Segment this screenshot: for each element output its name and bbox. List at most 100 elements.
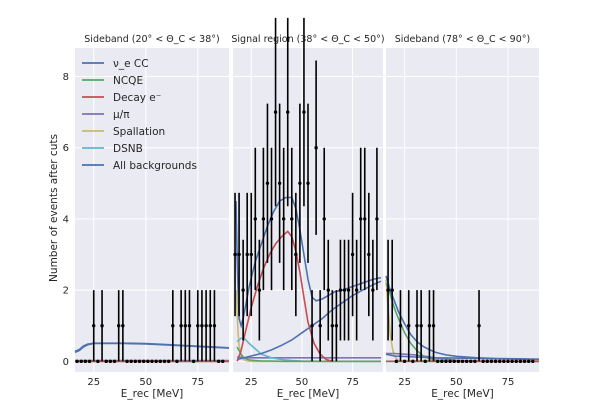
data-point — [196, 324, 200, 328]
data-point — [237, 252, 241, 257]
data-point — [363, 217, 367, 221]
legend-label-nue_cc: ν_e CC — [113, 58, 149, 70]
data-point — [394, 359, 399, 364]
x-axis-label: E_rec [MeV] — [121, 388, 183, 400]
y-tick-label: 0 — [63, 357, 69, 368]
series-nue_cc — [236, 280, 382, 361]
data-point — [75, 359, 79, 364]
data-point — [233, 252, 237, 257]
data-point — [326, 288, 330, 292]
data-point — [477, 324, 481, 328]
data-point — [493, 359, 498, 364]
series-mu_pi — [237, 356, 381, 359]
data-point — [531, 359, 535, 364]
data-point — [415, 324, 419, 328]
data-point — [506, 359, 510, 364]
data-point — [121, 324, 125, 328]
series-all_bkg — [74, 342, 230, 353]
data-point — [273, 110, 278, 114]
data-point — [79, 359, 83, 364]
data-point — [346, 288, 351, 292]
data-point — [249, 252, 253, 257]
data-point — [92, 324, 96, 328]
x-tick-label: 75 — [191, 377, 204, 388]
series-ncqe — [236, 346, 381, 363]
data-point — [162, 359, 167, 364]
data-point — [117, 324, 121, 328]
y-tick-label: 4 — [63, 214, 69, 225]
data-point — [212, 324, 217, 328]
x-tick-label: 50 — [450, 377, 463, 388]
legend-label-mu_pi: μ/π — [113, 109, 130, 121]
data-point — [371, 288, 375, 292]
data-point — [481, 359, 485, 364]
data-point — [150, 359, 154, 364]
panel-title: Signal region (38° < Θ_C < 50°) — [231, 34, 384, 45]
data-point — [290, 217, 294, 221]
data-point — [473, 359, 477, 364]
x-tick-label: 50 — [139, 377, 152, 388]
y-tick-label: 6 — [63, 143, 69, 154]
data-point — [257, 288, 262, 292]
data-point — [277, 181, 282, 185]
data-point — [498, 359, 502, 364]
data-point — [367, 252, 371, 257]
panels-layer: 25 50 75 0 2 4 6 8 Sideband (20° < Θ_C < 38°) E_r… — [63, 17, 540, 400]
x-tick-label: 25 — [245, 377, 258, 388]
data-point — [386, 288, 390, 292]
data-point — [440, 359, 444, 364]
data-point — [108, 359, 113, 364]
data-point — [125, 359, 129, 364]
data-point — [171, 324, 175, 328]
data-point — [294, 252, 298, 257]
panel-1: 25 50 75 0 2 4 6 8 Sideband (20° < Θ_C < 38°) E_r… — [63, 34, 230, 400]
data-point — [245, 252, 249, 257]
data-point — [281, 217, 286, 221]
data-point — [154, 359, 158, 364]
data-point — [318, 324, 322, 328]
data-point — [96, 359, 100, 364]
data-point — [183, 324, 187, 328]
data-point — [112, 359, 117, 364]
data-point — [435, 359, 440, 364]
x-tick-label: 50 — [296, 377, 309, 388]
data-point — [216, 359, 221, 364]
data-point — [83, 359, 88, 364]
data-point — [175, 359, 179, 364]
data-point — [302, 110, 306, 114]
data-point — [464, 359, 469, 364]
data-point — [104, 359, 108, 364]
data-point — [191, 359, 196, 364]
data-point — [522, 359, 527, 364]
data-point — [407, 324, 411, 328]
data-point — [489, 359, 494, 364]
data-point — [87, 359, 92, 364]
data-point — [200, 324, 204, 328]
data-point — [460, 359, 465, 364]
x-tick-label: 25 — [87, 377, 100, 388]
data-point — [350, 252, 355, 257]
data-point — [423, 359, 427, 364]
data-point — [298, 181, 302, 185]
panel-background — [386, 48, 539, 372]
data-point — [427, 324, 432, 328]
data-point — [310, 324, 314, 328]
data-point — [261, 217, 266, 221]
data-point — [179, 324, 183, 328]
data-point — [314, 145, 318, 150]
data-point — [398, 324, 403, 328]
data-point — [253, 217, 257, 221]
panel-3: 25 50 75 Sideband (78° < Θ_C < 90°) E_rec [M… — [385, 34, 540, 400]
data-point — [166, 359, 171, 364]
data-point — [514, 359, 518, 364]
data-point — [137, 359, 142, 364]
data-point — [419, 324, 423, 328]
legend-label-all_bkg: All backgrounds — [113, 160, 197, 172]
data-point — [241, 288, 245, 292]
data-point — [526, 359, 531, 364]
data-point — [448, 359, 452, 364]
data-point — [402, 359, 407, 364]
data-point — [306, 181, 310, 185]
data-point — [187, 324, 192, 328]
